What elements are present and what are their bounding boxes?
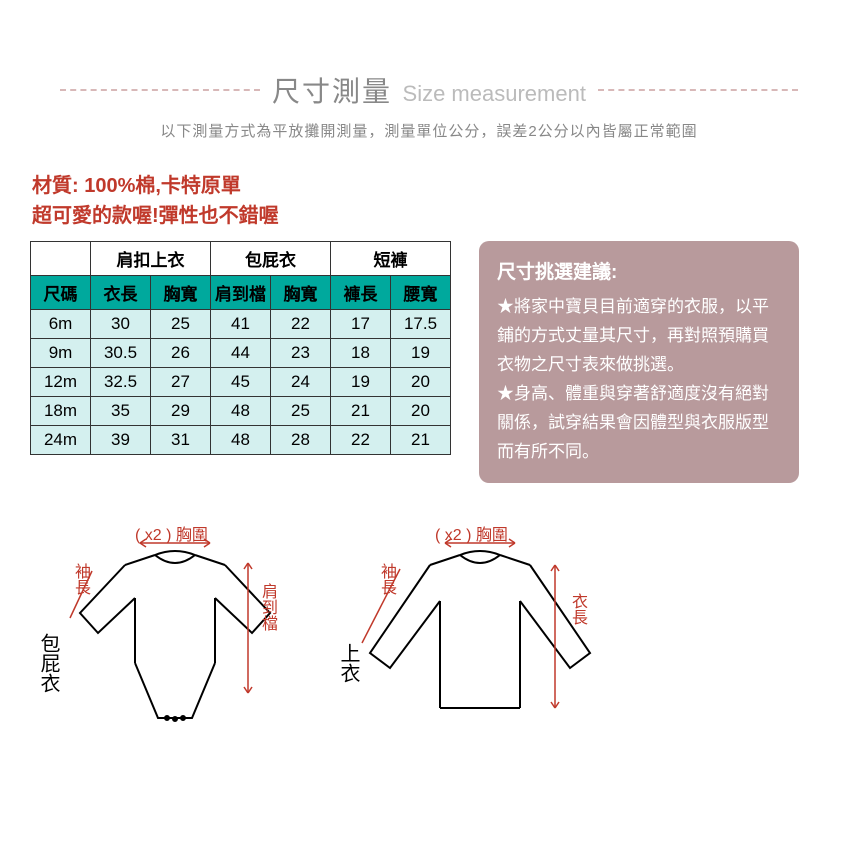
cell: 24 [271,368,331,397]
cell: 19 [331,368,391,397]
cell: 17.5 [391,310,451,339]
top-sleeve-label: 袖長 [374,563,398,595]
table-row: 12m 32.5 27 45 24 19 20 [31,368,451,397]
advice-box: 尺寸挑選建議: ★將家中寶貝目前適穿的衣服，以平鋪的方式丈量其尺寸，再對照預購買… [479,241,799,483]
col-3: 肩到檔 [211,276,271,310]
col-1: 衣長 [91,276,151,310]
bodysuit-shoulder-label: 肩到檔 [255,583,279,631]
title-wrap: 尺寸測量 Size measurement [272,70,586,110]
cell: 27 [151,368,211,397]
header-section: 尺寸測量 Size measurement 以下測量方式為平放攤開測量，測量單位… [30,70,828,141]
cell: 17 [331,310,391,339]
rule-right [598,89,798,91]
title-en: Size measurement [403,81,586,106]
col-0: 尺碼 [31,276,91,310]
top-diagram: 上衣 ( x2 ) 胸圍 袖長 衣長 [340,523,620,743]
cell: 26 [151,339,211,368]
cell: 39 [91,426,151,455]
cell: 48 [211,397,271,426]
diagrams-row: 包屁衣 ( x2 ) 胸圍 袖長 肩到檔 [40,523,828,743]
col-4: 胸寬 [271,276,331,310]
cell: 12m [31,368,91,397]
cell: 48 [211,426,271,455]
table-row: 18m 35 29 48 25 21 20 [31,397,451,426]
cell: 22 [271,310,331,339]
material-line-2: 超可愛的款喔!彈性也不錯喔 [32,201,828,231]
cell: 9m [31,339,91,368]
table-sub-header: 尺碼 衣長 胸寬 肩到檔 胸寬 褲長 腰寬 [31,276,451,310]
title-cn: 尺寸測量 [272,76,392,107]
cell: 44 [211,339,271,368]
cell: 45 [211,368,271,397]
rule-left [60,89,260,91]
table-row: 9m 30.5 26 44 23 18 19 [31,339,451,368]
col-5: 褲長 [331,276,391,310]
cell: 30.5 [91,339,151,368]
cell: 19 [391,339,451,368]
bodysuit-name: 包屁衣 [34,633,63,693]
bodysuit-chest-label: ( x2 ) 胸圍 [135,521,208,545]
top-svg [340,523,620,743]
cell: 32.5 [91,368,151,397]
size-table: 肩扣上衣 包屁衣 短褲 尺碼 衣長 胸寬 肩到檔 胸寬 褲長 腰寬 6m 30 … [30,241,451,455]
col-6: 腰寬 [391,276,451,310]
group-header-2: 短褲 [331,242,451,276]
cell: 29 [151,397,211,426]
table-row: 6m 30 25 41 22 17 17.5 [31,310,451,339]
cell: 30 [91,310,151,339]
header-rule: 尺寸測量 Size measurement [30,70,828,110]
cell: 18m [31,397,91,426]
bodysuit-svg [40,523,310,743]
table-row: 24m 39 31 48 28 22 21 [31,426,451,455]
cell: 41 [211,310,271,339]
cell: 22 [331,426,391,455]
cell: 24m [31,426,91,455]
cell: 28 [271,426,331,455]
cell: 21 [331,397,391,426]
advice-line-1: ★將家中寶貝目前適穿的衣服，以平鋪的方式丈量其尺寸，再對照預購買衣物之尺寸表來做… [497,293,781,380]
advice-title: 尺寸挑選建議: [497,257,781,289]
cell: 35 [91,397,151,426]
cell: 25 [151,310,211,339]
content-row: 肩扣上衣 包屁衣 短褲 尺碼 衣長 胸寬 肩到檔 胸寬 褲長 腰寬 6m 30 … [30,241,828,483]
material-line-1: 材質: 100%棉,卡特原單 [32,171,828,201]
cell: 23 [271,339,331,368]
table-corner [31,242,91,276]
cell: 6m [31,310,91,339]
material-block: 材質: 100%棉,卡特原單 超可愛的款喔!彈性也不錯喔 [32,171,828,231]
cell: 31 [151,426,211,455]
table-group-header: 肩扣上衣 包屁衣 短褲 [31,242,451,276]
cell: 18 [331,339,391,368]
cell: 25 [271,397,331,426]
col-2: 胸寬 [151,276,211,310]
cell: 20 [391,368,451,397]
top-name: 上衣 [334,643,363,683]
advice-line-2: ★身高、體重與穿著舒適度沒有絕對關係，試穿結果會因體型與衣服版型而有所不同。 [497,380,781,467]
bodysuit-diagram: 包屁衣 ( x2 ) 胸圍 袖長 肩到檔 [40,523,310,743]
bodysuit-sleeve-label: 袖長 [68,563,92,595]
top-chest-label: ( x2 ) 胸圍 [435,521,508,545]
top-length-label: 衣長 [565,593,589,625]
cell: 21 [391,426,451,455]
cell: 20 [391,397,451,426]
header-subtitle: 以下測量方式為平放攤開測量，測量單位公分，誤差2公分以內皆屬正常範圍 [30,120,828,141]
group-header-0: 肩扣上衣 [91,242,211,276]
group-header-1: 包屁衣 [211,242,331,276]
